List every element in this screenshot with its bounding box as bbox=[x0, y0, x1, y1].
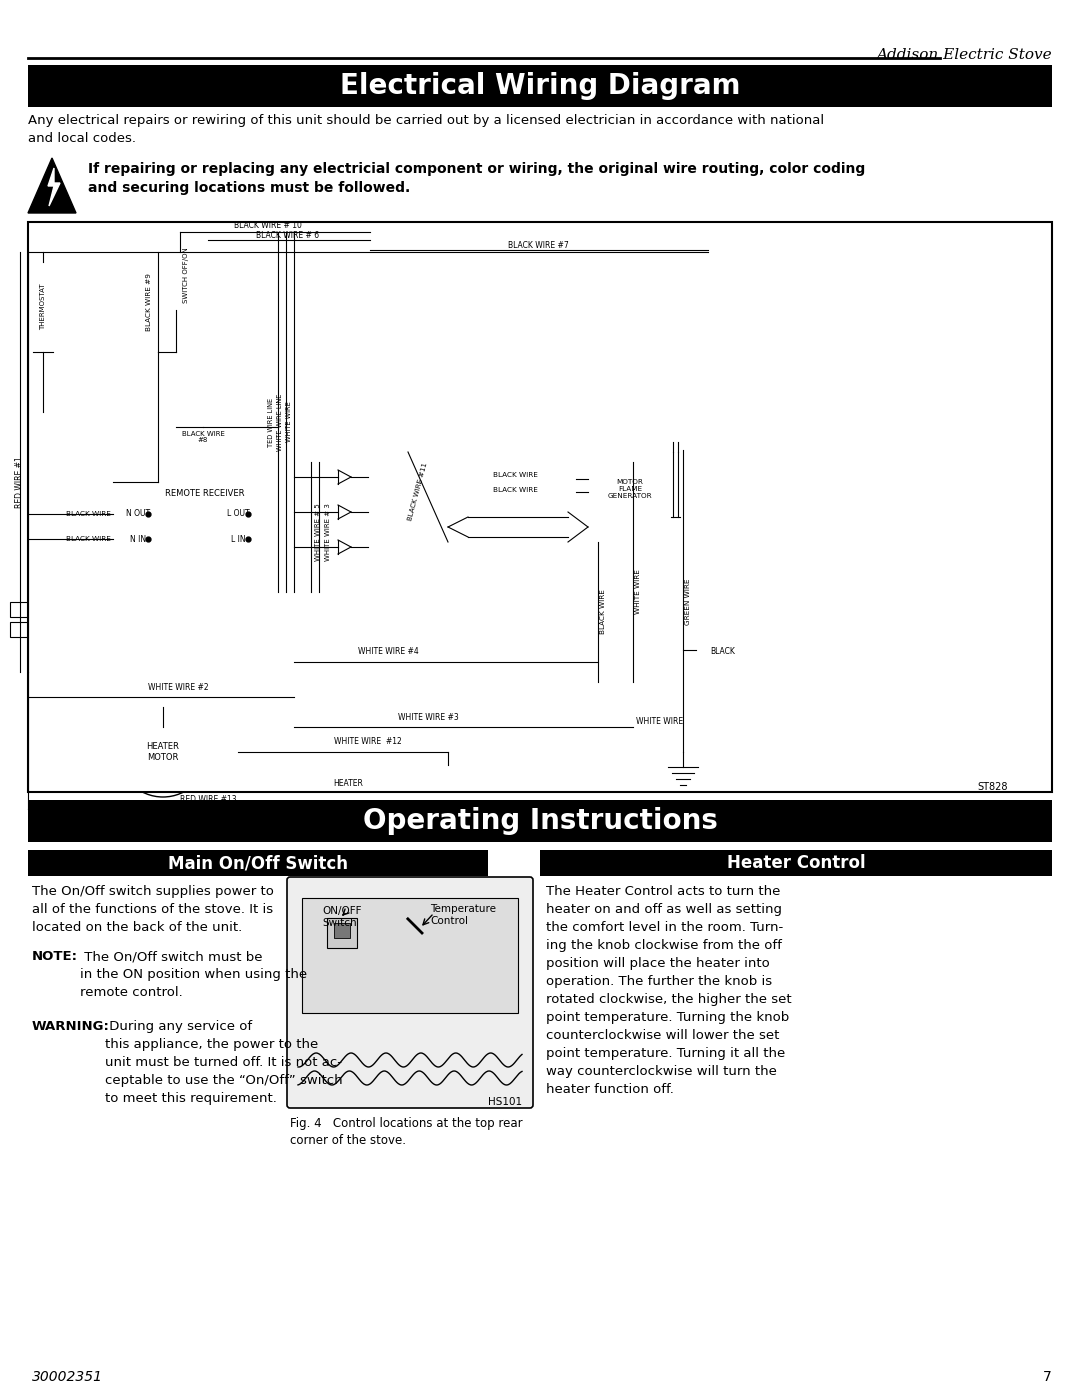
Text: L IN: L IN bbox=[231, 535, 245, 543]
Text: If repairing or replacing any electricial component or wiring, the original wire: If repairing or replacing any electricia… bbox=[87, 162, 865, 196]
Text: BLACK WIRE: BLACK WIRE bbox=[66, 536, 110, 542]
Text: Heater Control: Heater Control bbox=[727, 854, 865, 872]
Text: BLACK WIRE #9: BLACK WIRE #9 bbox=[146, 272, 152, 331]
Text: The On/Off switch must be
in the ON position when using the
remote control.: The On/Off switch must be in the ON posi… bbox=[80, 950, 307, 999]
Text: RED WIRE #13: RED WIRE #13 bbox=[179, 795, 237, 805]
Text: GREEN WIRE: GREEN WIRE bbox=[685, 578, 691, 626]
Text: The Heater Control acts to turn the
heater on and off as well as setting
the com: The Heater Control acts to turn the heat… bbox=[546, 886, 792, 1097]
Bar bbox=[28, 66, 1052, 108]
Text: BLACK: BLACK bbox=[711, 647, 735, 657]
Text: 30002351: 30002351 bbox=[32, 1370, 103, 1384]
Bar bbox=[148, 725, 178, 731]
Bar bbox=[148, 707, 178, 725]
Text: Addison Electric Stove: Addison Electric Stove bbox=[876, 47, 1052, 61]
Text: The On/Off switch supplies power to
all of the functions of the stove. It is
loc: The On/Off switch supplies power to all … bbox=[32, 886, 274, 935]
Text: During any service of
this appliance, the power to the
unit must be turned off. : During any service of this appliance, th… bbox=[105, 1020, 342, 1105]
Bar bbox=[28, 849, 488, 876]
Circle shape bbox=[390, 901, 454, 965]
Text: BLACK WIRE
#8: BLACK WIRE #8 bbox=[181, 430, 225, 443]
Text: WHITE WIRE: WHITE WIRE bbox=[635, 570, 642, 615]
Text: WHITE WIRE LINE: WHITE WIRE LINE bbox=[276, 394, 283, 451]
Text: WHITE WIRE #3: WHITE WIRE #3 bbox=[397, 712, 458, 721]
Bar bbox=[302, 898, 518, 1013]
Ellipse shape bbox=[453, 500, 583, 555]
Text: ST828: ST828 bbox=[977, 782, 1008, 792]
Bar bbox=[10, 602, 28, 617]
Bar bbox=[176, 240, 195, 310]
Bar bbox=[334, 923, 350, 937]
Text: WHITE WIRE # 3: WHITE WIRE # 3 bbox=[325, 503, 330, 562]
Bar bbox=[540, 849, 1052, 876]
Text: WHITE WIRE  #12: WHITE WIRE #12 bbox=[334, 738, 402, 746]
Text: WHITE WIRE #4: WHITE WIRE #4 bbox=[357, 647, 418, 657]
Text: WHITE WIRE: WHITE WIRE bbox=[286, 401, 292, 443]
Text: Fig. 4   Control locations at the top rear
corner of the stove.: Fig. 4 Control locations at the top rear… bbox=[291, 1118, 523, 1147]
Text: WARNING:: WARNING: bbox=[32, 1020, 110, 1032]
Text: THERMOSTAT: THERMOSTAT bbox=[40, 284, 46, 330]
Text: WHITE WIRE #2: WHITE WIRE #2 bbox=[148, 683, 208, 692]
Text: ON/OFF
Switch: ON/OFF Switch bbox=[322, 907, 362, 928]
Bar bbox=[238, 754, 467, 780]
Text: HS101: HS101 bbox=[488, 1097, 522, 1106]
FancyBboxPatch shape bbox=[287, 877, 534, 1108]
Text: TED WIRE LINE: TED WIRE LINE bbox=[268, 397, 274, 447]
Text: BLACK WIRE #7: BLACK WIRE #7 bbox=[508, 240, 568, 250]
Bar bbox=[327, 918, 357, 949]
Text: BLACK WIRE: BLACK WIRE bbox=[66, 511, 110, 517]
Text: Electrical Wiring Diagram: Electrical Wiring Diagram bbox=[340, 73, 740, 101]
Text: SWITCH OFF/ON: SWITCH OFF/ON bbox=[183, 247, 189, 303]
Text: BLACK WIRE: BLACK WIRE bbox=[494, 472, 538, 478]
Text: HEATER: HEATER bbox=[333, 780, 363, 788]
Bar bbox=[113, 482, 298, 562]
Bar bbox=[588, 462, 673, 517]
Text: N OUT: N OUT bbox=[126, 510, 150, 518]
Text: N IN: N IN bbox=[130, 535, 146, 543]
Text: REMOTE RECEIVER: REMOTE RECEIVER bbox=[165, 489, 245, 499]
Text: Any electrical repairs or rewiring of this unit should be carried out by a licen: Any electrical repairs or rewiring of th… bbox=[28, 115, 824, 145]
Text: BLACK WIRE # 10: BLACK WIRE # 10 bbox=[234, 222, 302, 231]
Text: NOTE:: NOTE: bbox=[32, 950, 78, 963]
Bar bbox=[10, 622, 28, 637]
Bar bbox=[28, 800, 1052, 842]
Text: BLACK WIRE # 6: BLACK WIRE # 6 bbox=[256, 231, 320, 239]
Polygon shape bbox=[48, 168, 60, 205]
Bar bbox=[33, 263, 53, 352]
Text: WHITE WIRE # 5: WHITE WIRE # 5 bbox=[315, 503, 321, 560]
Bar bbox=[696, 643, 726, 658]
Text: RED WIRE #1: RED WIRE #1 bbox=[15, 457, 25, 509]
Text: WHITE WIRE: WHITE WIRE bbox=[636, 718, 684, 726]
Text: BLACK WIRE: BLACK WIRE bbox=[600, 590, 606, 634]
Text: 7: 7 bbox=[1043, 1370, 1052, 1384]
Text: BLACK WIRE: BLACK WIRE bbox=[494, 488, 538, 493]
Text: Temperature
Control: Temperature Control bbox=[430, 904, 496, 926]
Bar bbox=[28, 222, 1052, 792]
Text: Operating Instructions: Operating Instructions bbox=[363, 807, 717, 835]
Text: MOTOR
FLAME
GENERATOR: MOTOR FLAME GENERATOR bbox=[608, 479, 652, 499]
Polygon shape bbox=[28, 158, 76, 212]
Text: HEATER
MOTOR: HEATER MOTOR bbox=[147, 742, 179, 761]
Text: BLACK WIRE #11: BLACK WIRE #11 bbox=[407, 462, 429, 521]
Text: L OUT: L OUT bbox=[227, 510, 249, 518]
Text: Main On/Off Switch: Main On/Off Switch bbox=[168, 854, 348, 872]
